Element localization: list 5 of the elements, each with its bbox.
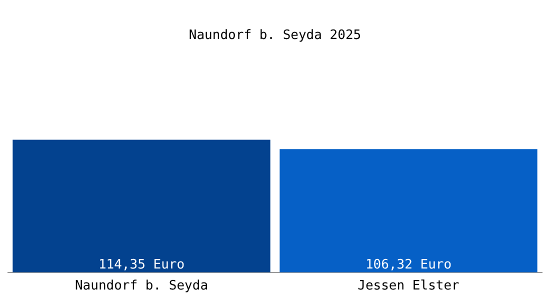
data-label: 106,32 Euro bbox=[365, 257, 452, 272]
data-label: 114,35 Euro bbox=[98, 257, 185, 272]
x-tick-label: Naundorf b. Seyda bbox=[74, 278, 208, 294]
x-tick-label: Jessen Elster bbox=[358, 278, 460, 294]
chart-title: Naundorf b. Seyda 2025 bbox=[188, 28, 362, 44]
